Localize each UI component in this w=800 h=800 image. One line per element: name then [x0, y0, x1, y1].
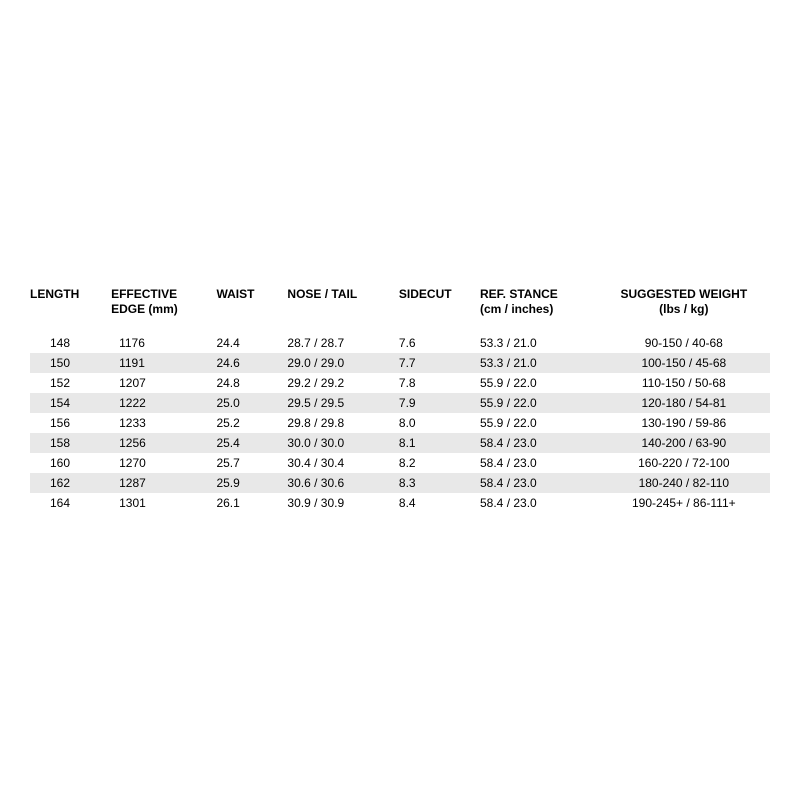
cell-length: 164	[30, 493, 111, 513]
col-header-nosetail: NOSE / TAIL	[283, 287, 395, 333]
cell-waist: 25.4	[212, 433, 283, 453]
table-row: 158125625.430.0 / 30.08.158.4 / 23.0140-…	[30, 433, 770, 453]
cell-nosetail: 28.7 / 28.7	[283, 333, 395, 353]
cell-sidecut: 7.6	[395, 333, 476, 353]
col-header-edge: EFFECTIVEEDGE (mm)	[111, 287, 212, 333]
table-row: 154122225.029.5 / 29.57.955.9 / 22.0120-…	[30, 393, 770, 413]
col-header-waist: WAIST	[212, 287, 283, 333]
col-header-label: SUGGESTED WEIGHT	[620, 287, 747, 301]
cell-length: 152	[30, 373, 111, 393]
cell-nosetail: 29.2 / 29.2	[283, 373, 395, 393]
cell-nosetail: 29.0 / 29.0	[283, 353, 395, 373]
cell-edge: 1233	[111, 413, 212, 433]
col-header-label: LENGTH	[30, 287, 79, 301]
cell-edge: 1301	[111, 493, 212, 513]
cell-nosetail: 30.0 / 30.0	[283, 433, 395, 453]
table-head: LENGTH EFFECTIVEEDGE (mm) WAIST NOSE / TAIL…	[30, 287, 770, 333]
cell-stance: 55.9 / 22.0	[476, 393, 598, 413]
cell-nosetail: 30.6 / 30.6	[283, 473, 395, 493]
spec-table-container: LENGTH EFFECTIVEEDGE (mm) WAIST NOSE / TAIL…	[30, 287, 770, 513]
cell-edge: 1287	[111, 473, 212, 493]
cell-nosetail: 29.8 / 29.8	[283, 413, 395, 433]
cell-edge: 1222	[111, 393, 212, 413]
cell-waist: 25.9	[212, 473, 283, 493]
cell-weight: 180-240 / 82-110	[598, 473, 770, 493]
cell-length: 160	[30, 453, 111, 473]
cell-length: 154	[30, 393, 111, 413]
table-row: 150119124.629.0 / 29.07.753.3 / 21.0100-…	[30, 353, 770, 373]
cell-stance: 55.9 / 22.0	[476, 413, 598, 433]
cell-weight: 140-200 / 63-90	[598, 433, 770, 453]
col-header-length: LENGTH	[30, 287, 111, 333]
cell-edge: 1207	[111, 373, 212, 393]
cell-weight: 100-150 / 45-68	[598, 353, 770, 373]
col-header-label: WAIST	[216, 287, 254, 301]
cell-edge: 1270	[111, 453, 212, 473]
cell-edge: 1176	[111, 333, 212, 353]
table-row: 152120724.829.2 / 29.27.855.9 / 22.0110-…	[30, 373, 770, 393]
cell-sidecut: 7.9	[395, 393, 476, 413]
cell-length: 162	[30, 473, 111, 493]
col-header-sublabel: (lbs / kg)	[602, 302, 766, 317]
cell-weight: 130-190 / 59-86	[598, 413, 770, 433]
cell-nosetail: 30.9 / 30.9	[283, 493, 395, 513]
cell-sidecut: 8.2	[395, 453, 476, 473]
cell-waist: 24.6	[212, 353, 283, 373]
cell-stance: 58.4 / 23.0	[476, 433, 598, 453]
col-header-label: EFFECTIVE	[111, 287, 177, 301]
cell-length: 150	[30, 353, 111, 373]
cell-length: 156	[30, 413, 111, 433]
col-header-sidecut: SIDECUT	[395, 287, 476, 333]
col-header-sublabel: EDGE (mm)	[111, 302, 208, 317]
cell-stance: 58.4 / 23.0	[476, 473, 598, 493]
table-row: 148117624.428.7 / 28.77.653.3 / 21.090-1…	[30, 333, 770, 353]
col-header-label: SIDECUT	[399, 287, 452, 301]
table-row: 162128725.930.6 / 30.68.358.4 / 23.0180-…	[30, 473, 770, 493]
table-row: 160127025.730.4 / 30.48.258.4 / 23.0160-…	[30, 453, 770, 473]
col-header-weight: SUGGESTED WEIGHT(lbs / kg)	[598, 287, 770, 333]
col-header-label: REF. STANCE	[480, 287, 558, 301]
cell-waist: 26.1	[212, 493, 283, 513]
spec-table: LENGTH EFFECTIVEEDGE (mm) WAIST NOSE / TAIL…	[30, 287, 770, 513]
col-header-stance: REF. STANCE(cm / inches)	[476, 287, 598, 333]
cell-sidecut: 7.8	[395, 373, 476, 393]
cell-stance: 53.3 / 21.0	[476, 333, 598, 353]
cell-stance: 58.4 / 23.0	[476, 453, 598, 473]
cell-weight: 160-220 / 72-100	[598, 453, 770, 473]
cell-weight: 190-245+ / 86-111+	[598, 493, 770, 513]
cell-waist: 24.8	[212, 373, 283, 393]
cell-sidecut: 8.4	[395, 493, 476, 513]
cell-nosetail: 29.5 / 29.5	[283, 393, 395, 413]
cell-stance: 53.3 / 21.0	[476, 353, 598, 373]
cell-waist: 24.4	[212, 333, 283, 353]
col-header-sublabel: (cm / inches)	[480, 302, 594, 317]
cell-edge: 1256	[111, 433, 212, 453]
header-row: LENGTH EFFECTIVEEDGE (mm) WAIST NOSE / TAIL…	[30, 287, 770, 333]
cell-length: 148	[30, 333, 111, 353]
cell-weight: 110-150 / 50-68	[598, 373, 770, 393]
cell-sidecut: 8.0	[395, 413, 476, 433]
cell-weight: 90-150 / 40-68	[598, 333, 770, 353]
cell-sidecut: 8.1	[395, 433, 476, 453]
cell-nosetail: 30.4 / 30.4	[283, 453, 395, 473]
cell-waist: 25.2	[212, 413, 283, 433]
cell-stance: 55.9 / 22.0	[476, 373, 598, 393]
cell-waist: 25.0	[212, 393, 283, 413]
cell-waist: 25.7	[212, 453, 283, 473]
table-body: 148117624.428.7 / 28.77.653.3 / 21.090-1…	[30, 333, 770, 513]
table-row: 156123325.229.8 / 29.88.055.9 / 22.0130-…	[30, 413, 770, 433]
cell-stance: 58.4 / 23.0	[476, 493, 598, 513]
col-header-label: NOSE / TAIL	[287, 287, 357, 301]
cell-weight: 120-180 / 54-81	[598, 393, 770, 413]
cell-length: 158	[30, 433, 111, 453]
cell-edge: 1191	[111, 353, 212, 373]
cell-sidecut: 8.3	[395, 473, 476, 493]
cell-sidecut: 7.7	[395, 353, 476, 373]
table-row: 164130126.130.9 / 30.98.458.4 / 23.0190-…	[30, 493, 770, 513]
